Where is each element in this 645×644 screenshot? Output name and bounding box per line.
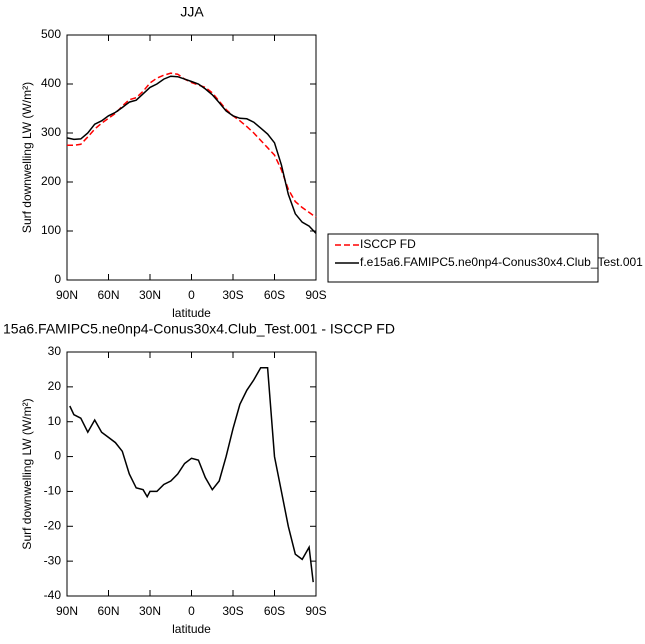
y-tick-label: -10 bbox=[44, 484, 62, 498]
x-tick-label: 60N bbox=[97, 604, 119, 618]
x-tick-label: 90S bbox=[305, 604, 326, 618]
y-axis-label: Surf downwelling LW (W/m²) bbox=[20, 82, 34, 233]
x-tick-label: 30N bbox=[139, 288, 161, 302]
y-axis-label: Surf downwelling LW (W/m²) bbox=[20, 398, 34, 549]
x-tick-label: 60N bbox=[97, 288, 119, 302]
y-tick-label: 500 bbox=[41, 27, 61, 41]
x-tick-label: 60S bbox=[264, 604, 285, 618]
y-tick-label: -30 bbox=[44, 553, 62, 567]
data-line bbox=[66, 75, 317, 234]
x-tick-label: 90N bbox=[56, 604, 78, 618]
chart-title: 15a6.FAMIPC5.ne0np4-Conus30x4.Club_Test.… bbox=[3, 321, 395, 337]
x-tick-label: 30S bbox=[222, 288, 243, 302]
y-tick-label: 300 bbox=[41, 125, 61, 139]
legend-box bbox=[327, 233, 599, 283]
x-axis-label: latitude bbox=[172, 622, 211, 636]
x-tick-label: 90S bbox=[305, 288, 326, 302]
x-tick-label: 90N bbox=[56, 288, 78, 302]
data-line bbox=[67, 72, 317, 218]
y-tick-label: 400 bbox=[41, 76, 61, 90]
x-tick-label: 0 bbox=[188, 288, 195, 302]
y-tick-label: 20 bbox=[48, 379, 62, 393]
chart-title: JJA bbox=[180, 4, 204, 20]
x-tick-label: 30N bbox=[139, 604, 161, 618]
y-tick-label: 0 bbox=[54, 272, 61, 286]
x-tick-label: 0 bbox=[188, 604, 195, 618]
y-tick-label: 10 bbox=[48, 414, 62, 428]
y-tick-label: 0 bbox=[54, 449, 61, 463]
legend-label: f.e15a6.FAMIPC5.ne0np4-Conus30x4.Club_Te… bbox=[360, 255, 643, 269]
data-line bbox=[69, 366, 314, 583]
y-tick-label: -40 bbox=[44, 588, 62, 602]
x-tick-label: 30S bbox=[222, 604, 243, 618]
y-tick-label: 100 bbox=[41, 223, 61, 237]
y-tick-label: 30 bbox=[48, 344, 62, 358]
x-tick-label: 60S bbox=[264, 288, 285, 302]
x-axis-label: latitude bbox=[172, 306, 211, 320]
legend-label: ISCCP FD bbox=[360, 237, 416, 251]
y-tick-label: -20 bbox=[44, 518, 62, 532]
y-tick-label: 200 bbox=[41, 174, 61, 188]
